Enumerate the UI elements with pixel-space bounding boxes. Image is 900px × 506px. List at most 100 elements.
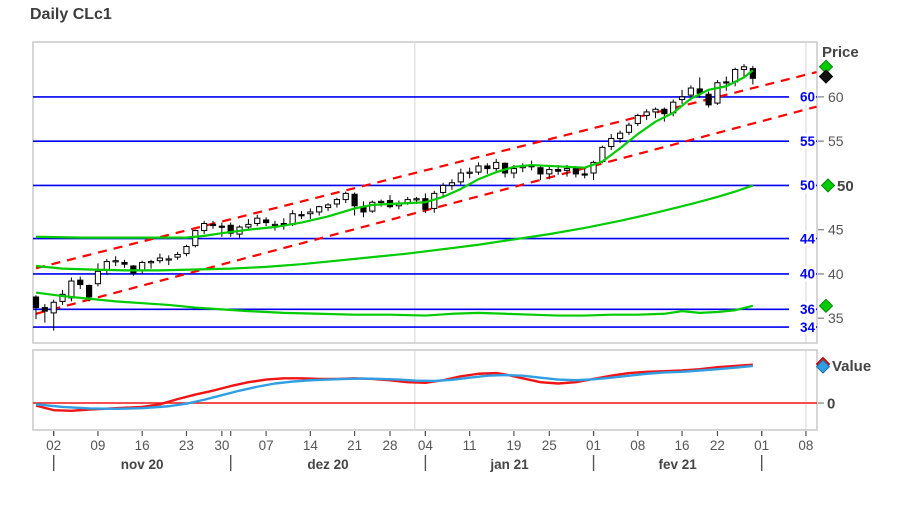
level-label: 60	[800, 90, 815, 105]
ma-mid-end-marker	[820, 178, 836, 193]
value-zero-label: 0	[827, 396, 835, 413]
level-label-chip	[789, 231, 816, 247]
candle	[192, 230, 199, 247]
candle	[457, 172, 464, 183]
candle	[634, 114, 641, 124]
candle	[572, 168, 579, 175]
candle	[183, 246, 190, 255]
candle	[510, 168, 517, 174]
candle	[254, 217, 261, 224]
candle	[643, 111, 650, 116]
candle	[324, 204, 332, 209]
level-label-chip	[789, 177, 816, 193]
candle	[165, 258, 172, 261]
axis-label: 55	[828, 133, 844, 149]
candle	[705, 93, 712, 106]
date-label: 23	[179, 438, 194, 453]
candle	[590, 161, 597, 174]
price-panel-frame	[32, 41, 818, 344]
candle	[466, 171, 473, 174]
last-close-marker	[818, 69, 834, 84]
level-label-chip	[789, 266, 816, 282]
candle	[147, 261, 155, 264]
date-label: 01	[754, 438, 769, 453]
candle	[156, 257, 164, 262]
level-label: 55	[800, 134, 816, 149]
trend-channel-lower	[35, 105, 817, 315]
date-label: 08	[798, 438, 813, 453]
candle	[475, 165, 482, 173]
candle	[563, 168, 571, 171]
candle	[351, 193, 358, 207]
date-label: 30	[214, 438, 229, 453]
candle	[307, 211, 314, 215]
date-label: 16	[135, 438, 150, 453]
candle	[174, 253, 181, 258]
candle	[333, 199, 340, 205]
level-label: 40	[800, 267, 815, 282]
candle	[422, 198, 429, 210]
candle	[687, 87, 694, 96]
candle	[94, 270, 102, 285]
candle	[608, 137, 615, 147]
axis-label: 35	[828, 310, 844, 326]
candle	[209, 223, 217, 227]
candle	[369, 201, 376, 212]
date-label: 28	[382, 438, 397, 453]
candle	[413, 198, 420, 201]
candle	[617, 132, 624, 139]
value-axis-title: Value	[832, 358, 871, 375]
candle	[227, 224, 234, 234]
candle	[546, 168, 553, 175]
candle	[378, 200, 385, 204]
ma-slow-line	[35, 291, 754, 317]
month-label: fev 21	[658, 457, 697, 472]
candle	[59, 293, 66, 302]
date-label: 02	[46, 438, 61, 453]
candle	[448, 182, 456, 186]
ma-mid-line	[35, 184, 754, 272]
month-label: dez 20	[307, 457, 348, 472]
candle	[298, 214, 305, 217]
price-axis-title: Price	[822, 44, 859, 61]
candle	[86, 284, 93, 298]
date-label: 11	[463, 438, 477, 453]
candle	[661, 108, 668, 115]
candle	[652, 108, 659, 113]
candle	[218, 225, 225, 228]
candle	[555, 168, 562, 172]
level-label-chip	[789, 319, 816, 335]
candle	[245, 223, 252, 228]
candle	[201, 222, 208, 232]
candle	[678, 96, 686, 101]
date-label: 01	[586, 438, 601, 453]
candle	[484, 165, 491, 170]
candle	[77, 279, 84, 286]
candle	[537, 167, 544, 175]
candle	[625, 124, 633, 133]
candle	[342, 192, 349, 201]
value-red-line	[35, 363, 753, 412]
candle	[121, 261, 128, 265]
level-label-chip	[789, 89, 816, 105]
candle	[493, 161, 500, 170]
chart-title: Daily CLc1	[30, 6, 112, 23]
level-label-chip	[789, 301, 816, 317]
date-label: 07	[259, 438, 274, 453]
date-label: 14	[303, 438, 319, 453]
date-label: 22	[710, 438, 725, 453]
ma-fast-line	[35, 69, 754, 239]
candle	[50, 301, 57, 314]
level-label-chip	[789, 133, 816, 149]
candle	[740, 66, 748, 70]
candle	[68, 280, 75, 299]
candle	[112, 260, 119, 263]
trend-channel-upper	[35, 71, 817, 270]
candle	[41, 307, 48, 312]
month-label: jan 21	[489, 457, 529, 472]
candle	[139, 261, 146, 271]
date-label: 04	[418, 438, 434, 453]
candle	[723, 81, 730, 84]
